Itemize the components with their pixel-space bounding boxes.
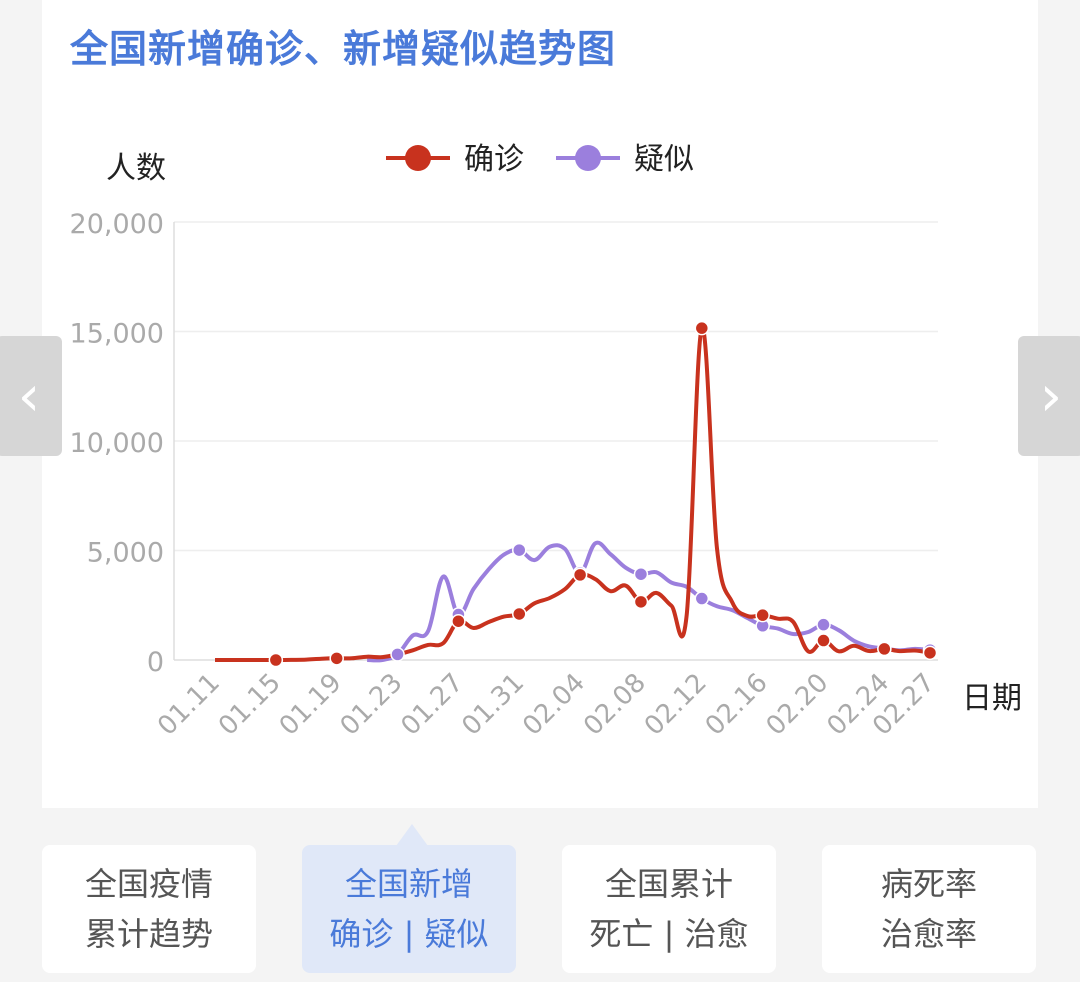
tab-new-confirmed-suspected[interactable]: 全国新增 确诊 | 疑似 [302,845,516,973]
data-point [755,607,770,623]
x-tick-label: 02.12 [639,668,713,742]
tab-fatality-cure-rate[interactable]: 病死率 治愈率 [822,845,1036,973]
y-tick-label: 0 [147,647,164,678]
legend-label-0: 确诊 [464,142,524,177]
chevron-right-icon: › [1039,363,1063,429]
data-point [390,647,405,662]
data-point [268,652,284,668]
data-point [877,641,892,657]
x-tick-label: 01.23 [335,668,409,742]
y-axis-title: 人数 [106,151,166,186]
legend-marker-1 [575,145,601,171]
tab-label-line2: 死亡 | 治愈 [589,915,749,953]
data-point [572,567,588,583]
tab-label-line1: 全国疫情 [84,865,213,903]
trend-chart: 05,00010,00015,00020,00001.1101.1501.190… [70,142,1022,742]
tab-label-line2: 治愈率 [880,915,977,953]
x-tick-label: 01.27 [396,668,470,742]
tab-label-line1: 全国新增 [344,865,473,903]
data-point [816,617,831,632]
x-tick-label: 02.16 [700,668,774,742]
x-tick-label: 01.31 [456,668,530,742]
tab-label-line1: 全国累计 [604,865,733,903]
data-point [451,613,466,629]
tab-label-line1: 病死率 [880,865,977,903]
data-point [512,542,527,558]
y-tick-label: 20,000 [70,209,164,240]
tab-label-line2: 确诊 | 疑似 [329,915,489,953]
tab-label-line2: 累计趋势 [84,915,213,953]
data-point [633,594,649,610]
data-point [512,606,527,622]
data-point [816,633,831,648]
legend-label-1: 疑似 [634,142,694,177]
x-tick-label: 02.08 [578,668,652,742]
data-point [329,651,344,666]
y-tick-label: 15,000 [70,319,164,350]
chevron-left-icon: ‹ [17,363,41,429]
chart-card: 0 5,000 10,000 15,000 20,000 01.11 01.15 01.19 0… [42,0,1038,808]
chart-title: 全国新增确诊、新增疑似趋势图 [70,27,617,71]
prev-chart-button[interactable]: ‹ [0,336,62,456]
x-tick-label: 02.20 [761,668,835,742]
x-tick-label: 01.19 [274,668,348,742]
data-point [694,320,710,336]
next-chart-button[interactable]: › [1018,336,1080,456]
data-point [633,566,649,582]
tab-cumulative-trend[interactable]: 全国疫情 累计趋势 [42,845,256,973]
series-line-suspected [367,540,931,663]
x-axis-title: 日期 [962,681,1022,716]
y-tick-label: 10,000 [70,428,164,459]
y-tick-label: 5,000 [87,538,164,569]
data-point [694,591,710,606]
data-point [922,645,938,661]
x-tick-label: 01.15 [213,668,287,742]
legend-marker-0 [405,145,431,171]
x-tick-label: 02.04 [517,668,591,742]
tab-cumulative-death-cured[interactable]: 全国累计 死亡 | 治愈 [562,845,776,973]
series-line-confirmed [215,326,931,662]
active-tab-pointer [396,824,428,846]
x-tick-label: 01.11 [152,668,226,742]
